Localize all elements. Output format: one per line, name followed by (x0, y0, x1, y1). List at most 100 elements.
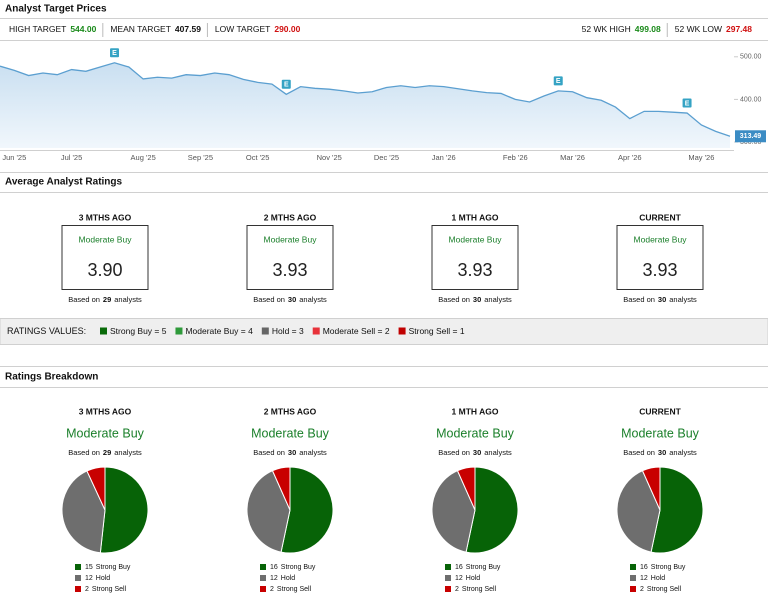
slice-name: Hold (651, 575, 666, 582)
slice-count: 2 (640, 586, 644, 593)
pie-slice (431, 470, 476, 553)
stat-label: 52 WK HIGH (582, 24, 631, 34)
slice-count: 16 (640, 564, 648, 571)
legend-swatch (312, 327, 320, 335)
card-score: 3.90 (87, 260, 122, 280)
legend-text: Moderate Sell = 2 (323, 326, 390, 336)
card-rating: Moderate Buy (264, 234, 318, 244)
slice-count: 2 (455, 586, 459, 593)
legend-text: 15 Strong Buy (85, 564, 131, 571)
earnings-marker (553, 76, 563, 86)
earnings-marker (110, 48, 120, 58)
card-period: CURRENT (639, 212, 681, 222)
legend-text: Strong Sell = 1 (409, 326, 465, 336)
analyst-count: 30 (288, 448, 296, 457)
slice-name: Hold (466, 575, 481, 582)
ratings-values-bar (0, 318, 768, 345)
card-score: 3.93 (272, 260, 307, 280)
card-period: 2 MTHS AGO (264, 212, 317, 222)
card-period: 1 MTH AGO (452, 212, 499, 222)
legend-text: 12 Hold (640, 575, 665, 582)
note-prefix: Based on (623, 295, 655, 304)
legend-text: Moderate Buy = 4 (185, 326, 253, 336)
current-price: 313.49 (740, 133, 762, 140)
slice-count: 2 (270, 586, 274, 593)
legend-swatch (445, 564, 451, 570)
note-suffix: analysts (299, 448, 327, 457)
pie-slice (280, 466, 334, 554)
legend-swatch (100, 327, 107, 335)
card-score: 3.93 (642, 260, 677, 280)
legend-text: 2 Strong Sell (85, 586, 127, 593)
x-tick-label: Nov '25 (317, 153, 342, 162)
pie-slice (99, 466, 149, 554)
column-period: 1 MTH AGO (452, 406, 499, 416)
earnings-label: E (556, 78, 561, 85)
card-rating: Moderate Buy (449, 234, 503, 244)
legend-text: 12 Hold (85, 575, 110, 582)
column-period: 3 MTHS AGO (79, 406, 132, 416)
legend-swatch (260, 564, 266, 570)
earnings-marker (682, 98, 692, 108)
slice-count: 16 (455, 564, 463, 571)
pie-slice (86, 466, 106, 511)
column-rating: Moderate Buy (621, 426, 700, 440)
analyst-count: 30 (658, 295, 666, 304)
note-prefix: Based on (68, 448, 100, 457)
slice-name: Strong Sell (92, 586, 127, 593)
analyst-count: 30 (288, 295, 296, 304)
legend-text: 16 Strong Buy (455, 564, 501, 571)
x-tick-label: Oct '25 (246, 153, 270, 162)
column-period: 2 MTHS AGO (264, 406, 317, 416)
column-rating: Moderate Buy (251, 426, 330, 440)
note-prefix: Based on (253, 448, 285, 457)
price-area (0, 62, 730, 148)
stat: LOW TARGET 290.00 (215, 24, 301, 34)
legend-text: 16 Strong Buy (270, 564, 316, 571)
y-tick-label: 500.00 (740, 54, 762, 61)
rating-card (431, 225, 519, 290)
y-tick-label: 300.00 (740, 139, 762, 146)
y-tick-label: 400.00 (740, 96, 762, 103)
legend-text: Strong Buy = 5 (110, 326, 167, 336)
legend-swatch (261, 327, 269, 335)
stat: 52 WK LOW 297.48 (675, 24, 753, 34)
rating-card (61, 225, 149, 290)
column-rating: Moderate Buy (436, 426, 515, 440)
pie-slice (616, 470, 661, 553)
slice-count: 12 (270, 575, 278, 582)
analyst-note: Based on 30 analysts (623, 448, 697, 457)
analyst-note: Based on 29 analysts (68, 295, 142, 304)
legend-swatch (260, 586, 266, 592)
stat-label: MEAN TARGET (110, 24, 171, 34)
legend-text: 12 Hold (270, 575, 295, 582)
slice-count: 12 (640, 575, 648, 582)
analyst-note: Based on 30 analysts (623, 295, 697, 304)
slice-count: 15 (85, 564, 93, 571)
ratings-values-label: RATINGS VALUES: (7, 326, 86, 336)
legend-text: 2 Strong Sell (270, 586, 312, 593)
x-tick-label: Apr '26 (618, 153, 642, 162)
pie-slice (61, 470, 106, 554)
slice-count: 12 (455, 575, 463, 582)
slice-name: Strong Sell (647, 586, 682, 593)
legend-text: Hold = 3 (272, 326, 304, 336)
legend-swatch (398, 327, 406, 335)
stat: 52 WK HIGH 499.08 (582, 24, 661, 34)
stat-label: HIGH TARGET (9, 24, 66, 34)
analyst-note: Based on 30 analysts (438, 295, 512, 304)
legend-swatch (630, 586, 636, 592)
x-tick-label: Jul '25 (61, 153, 82, 162)
slice-name: Strong Buy (651, 564, 686, 571)
legend-swatch (260, 575, 266, 581)
note-suffix: analysts (484, 295, 512, 304)
pie-slice (641, 466, 661, 511)
note-prefix: Based on (253, 295, 285, 304)
x-tick-label: May '26 (688, 153, 714, 162)
legend-swatch (445, 586, 451, 592)
section-title: Average Analyst Ratings (5, 177, 123, 188)
slice-name: Strong Buy (281, 564, 316, 571)
slice-count: 2 (85, 586, 89, 593)
card-period: 3 MTHS AGO (79, 212, 132, 222)
